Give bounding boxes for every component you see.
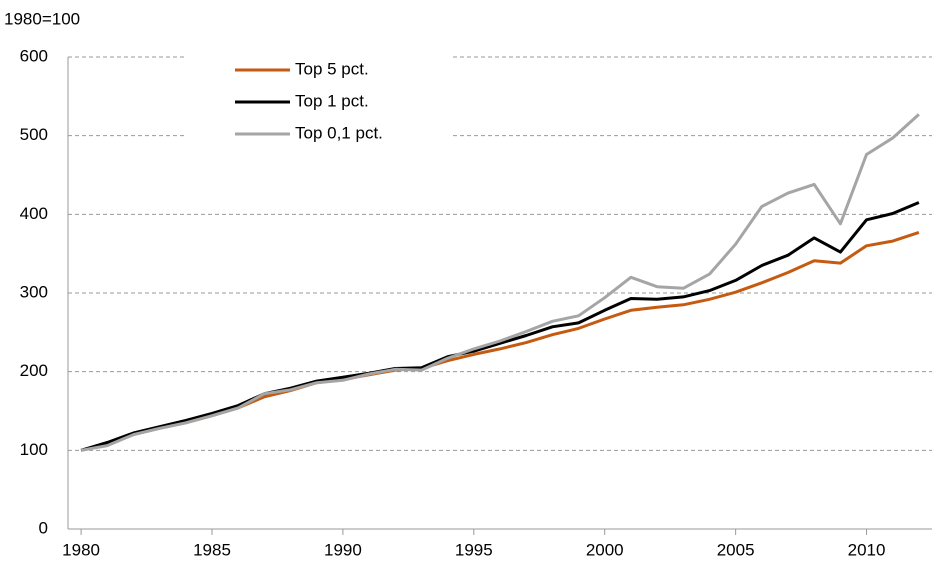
x-tick-label: 1980 [62,540,100,559]
legend-label: Top 1 pct. [295,91,369,110]
y-tick-label: 0 [39,518,48,537]
legend-label: Top 0,1 pct. [295,123,383,142]
x-tick-label: 1990 [324,540,362,559]
legend-box [185,50,453,158]
y-tick-label: 500 [20,125,48,144]
y-tick-label: 100 [20,440,48,459]
series-line [80,113,920,452]
x-tick-label: 2005 [717,540,755,559]
x-tick-label: 1995 [455,540,493,559]
x-tick-label: 1985 [193,540,231,559]
legend-label: Top 5 pct. [295,59,369,78]
y-tick-label: 600 [20,46,48,65]
y-tick-label: 300 [20,282,48,301]
y-tick-label: 200 [20,361,48,380]
y-axis-label: 1980=100 [4,9,80,28]
x-tick-label: 2000 [586,540,624,559]
y-tick-label: 400 [20,204,48,223]
x-tick-label: 2010 [848,540,886,559]
series-line [80,201,920,452]
